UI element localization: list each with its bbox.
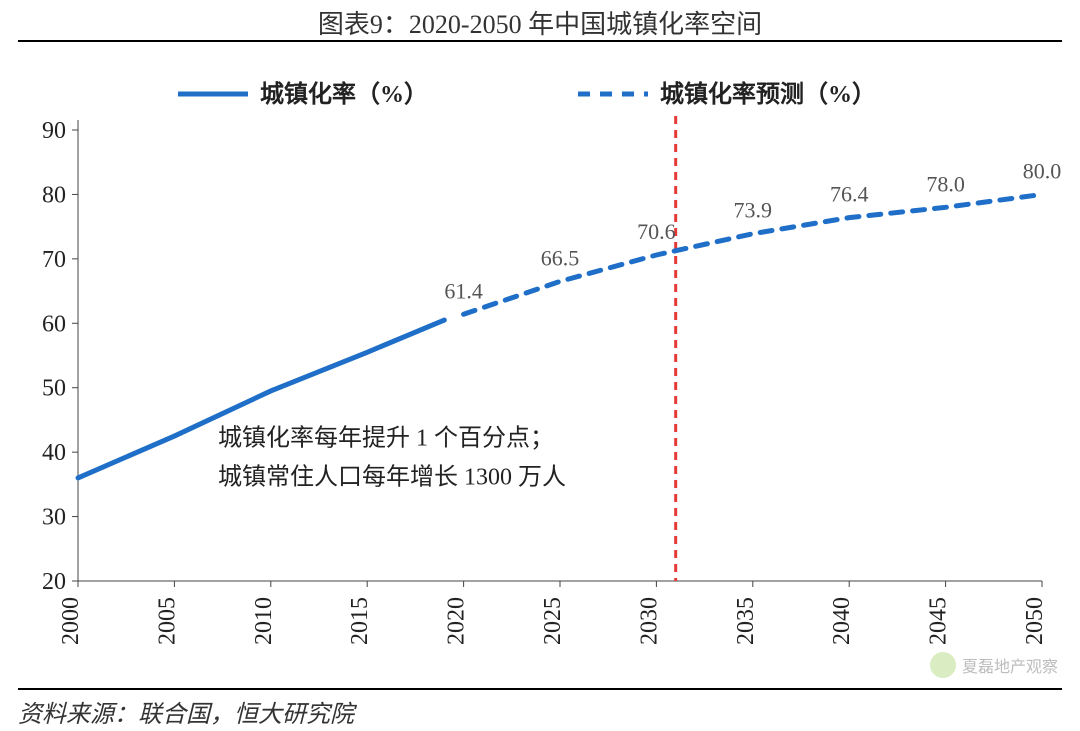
y-tick: 20 [42,569,66,595]
x-tick: 2045 [926,597,952,645]
rule-top [18,40,1062,42]
annotation-line1: 城镇化率每年提升 1 个百分点； [218,425,554,452]
y-tick: 50 [42,376,66,402]
y-tick: 60 [42,311,66,337]
source-text: 资料来源：联合国，恒大研究院 [18,694,354,729]
rule-bottom [18,688,1062,690]
y-tick: 90 [42,118,66,144]
x-tick: 2000 [58,597,84,645]
x-tick: 2050 [1022,597,1048,645]
x-tick: 2010 [251,597,277,645]
data-label: 76.4 [830,182,869,207]
chart-container: 2030405060708090200020052010201520202025… [18,60,1062,671]
y-tick: 70 [42,247,66,273]
data-label: 61.4 [444,278,483,303]
y-tick: 40 [42,440,66,466]
watermark-text: 夏磊地产观察 [962,653,1058,677]
legend-label-forecast: 城镇化率预测（%） [660,80,876,108]
annotation-line2: 城镇常住人口每年增长 1300 万人 [218,463,566,490]
x-tick: 2005 [154,597,180,645]
data-label: 70.6 [637,219,676,244]
data-label: 78.0 [926,171,965,196]
x-tick: 2015 [347,597,373,645]
data-label: 73.9 [734,198,773,223]
watermark: 夏磊地产观察 [930,652,1058,678]
x-tick: 2040 [829,597,855,645]
line-actual [78,320,444,478]
y-tick: 80 [42,182,66,208]
wechat-icon [930,652,956,678]
x-tick: 2035 [733,597,759,645]
data-label: 66.5 [541,245,580,270]
x-tick: 2030 [636,597,662,645]
line-chart: 2030405060708090200020052010201520202025… [18,60,1062,671]
chart-title: 图表9：2020-2050 年中国城镇化率空间 [0,0,1080,41]
x-tick: 2020 [444,597,470,645]
legend-label-actual: 城镇化率（%） [260,80,428,108]
x-tick: 2025 [540,597,566,645]
y-tick: 30 [42,505,66,531]
data-label: 80.0 [1023,158,1062,183]
